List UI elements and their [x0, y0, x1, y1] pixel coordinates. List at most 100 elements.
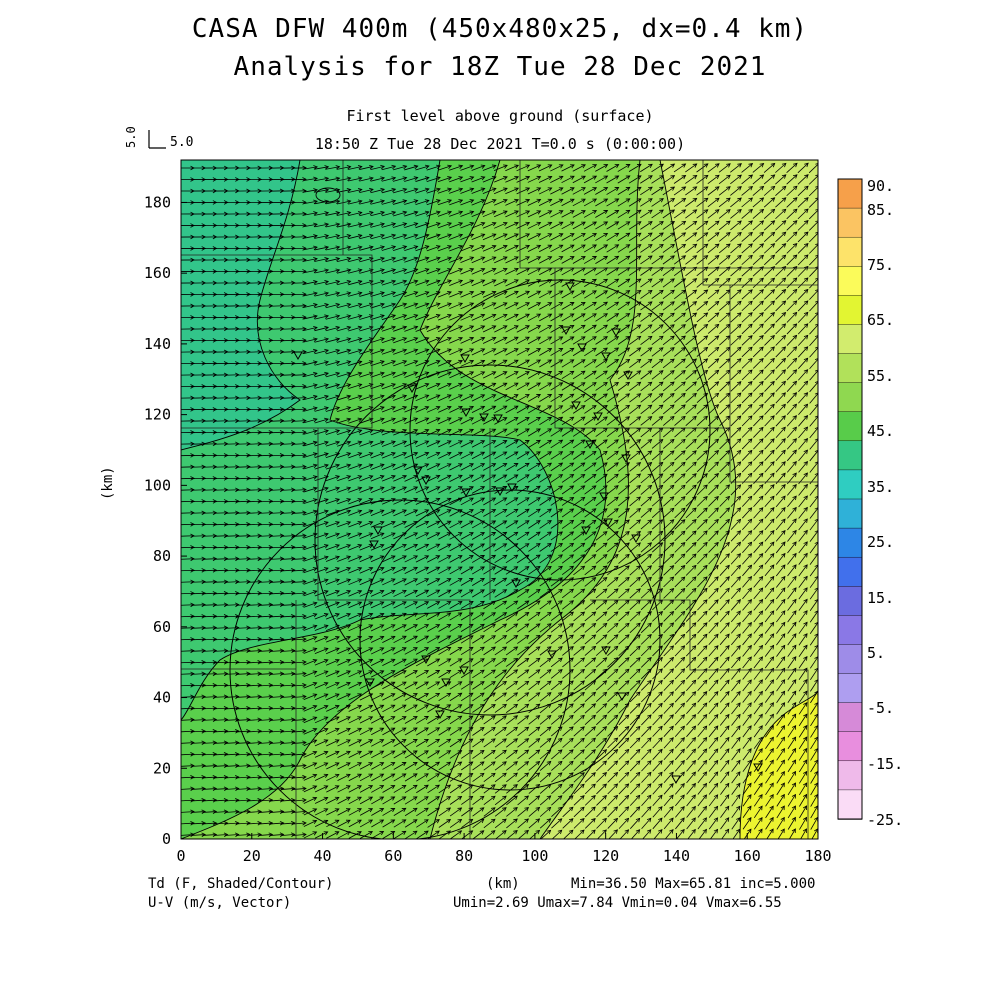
wind-vector-head	[234, 729, 240, 734]
wind-vector	[427, 807, 440, 817]
wind-vector	[708, 737, 719, 749]
wind-vector-head	[613, 748, 619, 754]
wind-vector	[393, 785, 407, 793]
wind-vector-head	[602, 760, 608, 766]
wind-vector	[337, 808, 351, 816]
wind-vector-head	[368, 785, 374, 790]
wind-vector	[280, 788, 295, 790]
wind-vector	[517, 761, 529, 771]
wind-vector-head	[546, 749, 552, 754]
wind-vector-head	[569, 749, 574, 754]
wind-vector	[393, 739, 407, 747]
wind-vector	[810, 782, 818, 796]
wind-vector-head	[212, 786, 218, 792]
wind-vector	[708, 783, 718, 795]
wind-vector	[224, 742, 239, 744]
wind-vector-head	[680, 794, 685, 800]
wind-vector-head	[568, 783, 574, 789]
wind-vector-head	[635, 806, 641, 811]
wind-vector-head	[557, 783, 563, 789]
wind-vector	[629, 806, 641, 818]
wind-vector-head	[424, 807, 429, 812]
wind-vector	[382, 819, 395, 828]
wind-vector	[247, 834, 262, 836]
wind-vector	[404, 739, 418, 747]
wind-vector	[528, 784, 540, 794]
wind-vector	[404, 762, 418, 770]
wind-vector-head	[713, 794, 719, 799]
wind-vector-head	[234, 774, 240, 780]
wind-vector	[663, 737, 674, 749]
wind-vector-head	[736, 817, 741, 822]
wind-vector-head	[502, 761, 507, 766]
wind-vector-head	[201, 775, 207, 780]
wind-vector	[438, 727, 451, 736]
wind-vector	[563, 829, 574, 839]
wind-vector-head	[223, 809, 229, 815]
wind-vector-head	[680, 817, 685, 823]
wind-vector	[652, 749, 663, 760]
wind-vector	[619, 829, 629, 839]
wind-vector	[551, 807, 563, 817]
wind-vector	[291, 765, 307, 767]
wind-vector	[269, 765, 284, 767]
wind-vector	[280, 753, 295, 756]
wind-vector-head	[346, 762, 351, 767]
wind-vector-head	[513, 784, 518, 789]
wind-vector	[720, 806, 730, 818]
wind-vector-head	[190, 832, 195, 838]
wind-vector	[663, 794, 674, 807]
wind-vector	[269, 776, 284, 779]
wind-vector-head	[390, 819, 396, 824]
wind-vector-head	[368, 819, 374, 824]
wind-vector	[348, 796, 362, 805]
wind-vector-head	[302, 832, 307, 837]
wind-vector	[641, 795, 652, 806]
wind-vector	[269, 753, 284, 756]
wind-vector	[708, 794, 718, 807]
wind-vector	[697, 771, 707, 784]
wind-vector	[494, 818, 507, 829]
wind-vector	[202, 776, 217, 779]
wind-vector-head	[769, 748, 774, 753]
wind-vector	[181, 811, 195, 813]
wind-vector-head	[201, 729, 207, 734]
wind-vector	[416, 761, 429, 771]
wind-vector	[528, 807, 540, 817]
wind-vector	[337, 762, 351, 770]
wind-vector-head	[769, 805, 774, 811]
wind-vector	[235, 799, 251, 802]
wind-vector-head	[368, 750, 374, 755]
wind-vector-head	[390, 808, 396, 813]
wind-vector	[393, 819, 406, 828]
wind-vector	[641, 783, 652, 795]
wind-vector-head	[346, 796, 351, 801]
wind-vector	[326, 808, 340, 816]
wind-vector-head	[669, 794, 674, 800]
wind-vector	[235, 788, 251, 790]
wind-vector	[181, 730, 195, 733]
wind-vector-head	[201, 798, 207, 803]
wind-vector-head	[357, 750, 362, 755]
wind-vector	[753, 817, 763, 830]
wind-vector	[181, 753, 195, 756]
wind-vector	[596, 806, 607, 818]
wind-vector	[776, 794, 785, 807]
wind-vector-head	[257, 832, 263, 837]
wind-vector	[416, 796, 429, 805]
wind-vector-head	[557, 795, 563, 800]
wind-vector	[348, 808, 362, 816]
wind-vector-head	[725, 736, 730, 742]
wind-vector-head	[246, 820, 251, 826]
wind-vector-head	[302, 786, 307, 791]
wind-vector	[393, 762, 407, 770]
wind-vector	[573, 738, 585, 748]
wind-vector-head	[724, 817, 730, 822]
wind-vector	[494, 761, 507, 771]
wind-vector-head	[747, 794, 752, 799]
wind-vector	[359, 762, 373, 770]
wind-vector	[663, 783, 674, 795]
wind-vector-head	[713, 782, 719, 788]
wind-vector	[675, 817, 685, 830]
wind-vector	[686, 783, 696, 795]
